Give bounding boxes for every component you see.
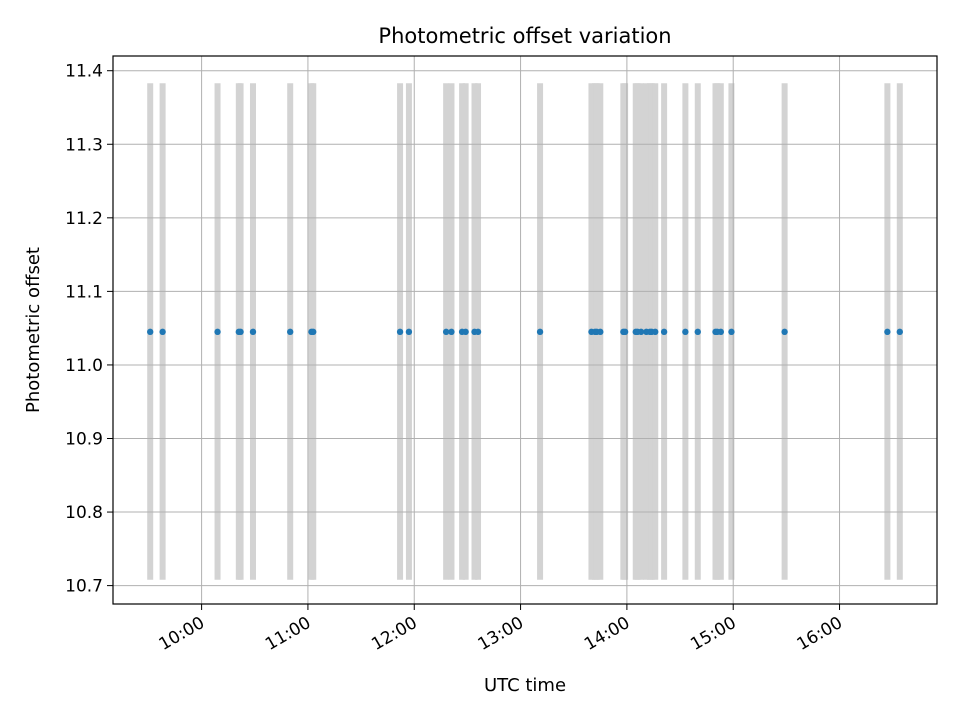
data-point	[159, 328, 166, 336]
x-axis-title: UTC time	[484, 675, 566, 696]
data-point	[781, 328, 788, 336]
points-layer	[147, 328, 903, 336]
y-tick-label: 10.8	[65, 503, 103, 523]
data-point	[621, 328, 629, 336]
data-point	[660, 328, 668, 336]
data-point	[474, 328, 482, 336]
data-point	[448, 328, 455, 336]
data-point	[214, 328, 221, 336]
data-point	[637, 328, 645, 336]
data-point	[310, 328, 317, 336]
plot-frame	[112, 55, 938, 605]
y-tick-label: 11.1	[65, 282, 103, 302]
data-point	[249, 328, 257, 336]
data-point	[682, 328, 689, 336]
data-point	[462, 328, 469, 336]
y-axis-title: Photometric offset	[23, 247, 44, 413]
data-point	[717, 328, 725, 336]
data-point	[728, 328, 735, 336]
data-point	[896, 328, 903, 336]
y-tick-label: 11.4	[65, 62, 103, 82]
chart-title: Photometric offset variation	[378, 24, 671, 48]
grid-layer	[113, 56, 937, 604]
y-tick-label: 10.9	[65, 429, 103, 449]
data-point	[597, 328, 604, 336]
y-axis: 10.7 10.8 10.9 11.0 11.1 11.2 11.3 11.4	[65, 62, 113, 597]
y-tick-label: 10.7	[65, 577, 103, 597]
y-tick-label: 11.0	[65, 356, 103, 376]
data-point	[536, 328, 544, 336]
data-point	[396, 328, 404, 336]
data-point	[405, 328, 413, 336]
y-tick-label: 11.3	[65, 135, 103, 155]
data-point	[287, 328, 294, 336]
data-point	[442, 328, 450, 336]
data-point	[652, 328, 659, 336]
data-point	[884, 328, 891, 336]
data-point	[694, 328, 701, 336]
y-tick-label: 11.2	[65, 209, 103, 229]
data-point	[237, 328, 244, 336]
data-point	[147, 328, 154, 336]
plot-area: 10:00 11:00 12:00 13:00 14:00 15:00 16:00 10.7…	[65, 55, 938, 655]
